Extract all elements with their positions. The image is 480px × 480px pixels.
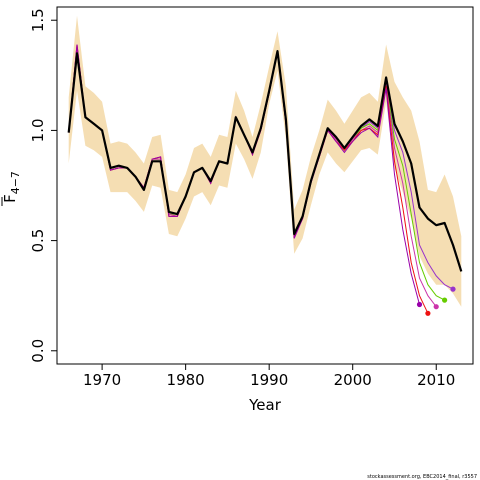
x-axis: 1970 1980 1990 2000 2010 <box>83 364 455 389</box>
retro-endpoint-1 <box>450 286 456 292</box>
y-axis-title: F4−7 <box>1 171 22 206</box>
y-tick-label: 1.0 <box>29 118 47 142</box>
main-series-line <box>67 49 463 272</box>
y-axis-title-main: F <box>1 194 19 203</box>
svg-text:F4−7: F4−7 <box>1 171 22 203</box>
retro-endpoint-3 <box>433 304 439 310</box>
y-tick-label: 0.0 <box>29 339 47 363</box>
x-tick-label: 2000 <box>334 371 372 389</box>
x-tick-label: 2010 <box>417 371 455 389</box>
x-axis-title: Year <box>248 396 282 414</box>
retro-endpoint-layer <box>416 286 456 316</box>
y-tick-label: 0.5 <box>29 229 47 253</box>
y-axis: 0.0 0.5 1.0 1.5 <box>29 8 57 363</box>
retro-endpoint-4 <box>425 310 431 316</box>
main-series-layer <box>67 49 463 272</box>
confidence-band <box>68 15 462 307</box>
confidence-band-layer <box>68 15 462 307</box>
retro-endpoint-5 <box>416 301 423 308</box>
plot-frame <box>56 6 474 365</box>
retro-endpoint-2 <box>442 297 448 303</box>
y-axis-title-sub: 4−7 <box>9 171 22 194</box>
x-tick-label: 1990 <box>250 371 288 389</box>
y-tick-label: 1.5 <box>29 8 47 32</box>
x-tick-label: 1980 <box>167 371 205 389</box>
footer-credit: stockassessment.org, EBC2014_final, r355… <box>367 474 477 480</box>
x-tick-label: 1970 <box>83 371 121 389</box>
